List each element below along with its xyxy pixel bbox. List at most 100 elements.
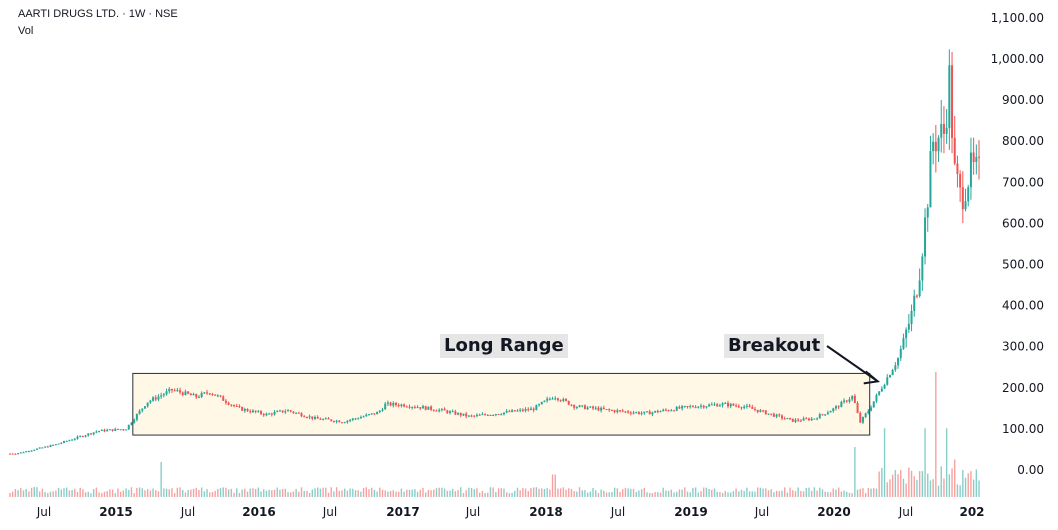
volume-bar — [832, 488, 834, 497]
volume-bar — [101, 493, 103, 497]
candle-body — [19, 452, 22, 454]
candle-body — [762, 410, 765, 412]
candle-body — [219, 395, 222, 397]
volume-bar — [333, 491, 335, 497]
volume-bar — [249, 488, 251, 497]
volume-bar — [643, 487, 646, 497]
y-tick-label: 1,000.00 — [991, 52, 1044, 66]
volume-bar — [114, 493, 116, 497]
candle-body — [864, 413, 867, 417]
candle-body — [778, 414, 781, 416]
candle-body — [643, 411, 646, 414]
volume-bar — [144, 490, 146, 497]
volume-bar — [565, 489, 567, 497]
candle-body — [807, 418, 810, 421]
volume-bar — [338, 490, 341, 497]
candle-body — [589, 406, 592, 408]
volume-bar — [748, 491, 751, 497]
volume-bar — [516, 487, 519, 497]
candle-body — [511, 410, 514, 412]
volume-bar — [346, 490, 349, 497]
candle-body — [732, 403, 735, 406]
candle-body — [691, 406, 694, 408]
volume-bar — [206, 489, 208, 497]
volume-bar — [875, 488, 878, 497]
candle-body — [343, 422, 346, 424]
volume-bar — [735, 488, 737, 497]
candle-body — [818, 414, 821, 419]
candle-body — [289, 410, 292, 412]
y-tick-label: 700.00 — [1002, 175, 1044, 189]
arrow-head — [863, 370, 881, 385]
candle-body — [341, 422, 344, 424]
volume-bar — [802, 491, 805, 497]
volume-bar — [800, 490, 802, 497]
candle-body — [629, 412, 632, 414]
volume-bar — [424, 492, 427, 497]
candle-body — [894, 365, 897, 370]
volume-bar — [608, 492, 610, 497]
candle-body — [438, 409, 441, 412]
candle-body — [243, 409, 246, 411]
candle-body — [65, 440, 68, 442]
x-tick-label: 2017 — [386, 505, 419, 519]
volume-bar — [848, 492, 851, 497]
candle-body — [883, 384, 886, 389]
volume-bar — [38, 491, 41, 497]
volume-bar — [87, 491, 89, 497]
candle-body — [430, 406, 433, 410]
candle-body — [49, 445, 52, 447]
candle-body — [22, 452, 25, 454]
candle-body — [934, 141, 937, 152]
candle-body — [92, 432, 95, 435]
candle-body — [181, 392, 184, 396]
candle-body — [11, 453, 14, 455]
volume-bar — [303, 490, 305, 497]
candle-body — [481, 414, 484, 416]
volume-bar — [786, 492, 789, 497]
candle-body — [354, 418, 357, 420]
volume-bar — [846, 491, 848, 497]
volume-bar — [530, 488, 532, 497]
candle-body — [222, 396, 225, 401]
candle-body — [610, 410, 613, 412]
candle-body — [141, 408, 144, 411]
long-range-label: Long Range — [440, 334, 568, 358]
volume-bar — [527, 491, 529, 497]
volume-bar — [230, 488, 233, 497]
volume-bar — [716, 491, 718, 497]
volume-bar — [673, 492, 675, 497]
candle-body — [160, 395, 163, 397]
candle-body — [397, 404, 400, 407]
volume-bar — [808, 487, 810, 497]
volume-bar — [762, 488, 764, 497]
candle-body — [443, 408, 446, 411]
candle-body — [905, 329, 908, 339]
y-tick-label: 300.00 — [1002, 340, 1044, 354]
candle-body — [197, 396, 200, 398]
volume-bar — [789, 487, 791, 497]
volume-bar — [200, 487, 203, 497]
volume-bar — [381, 489, 384, 497]
volume-bar — [460, 487, 462, 497]
volume-bar — [95, 487, 98, 497]
volume-bar — [368, 489, 370, 497]
candle-body — [98, 430, 101, 432]
volume-bar — [44, 492, 46, 497]
candle-body — [648, 411, 651, 415]
volume-bar — [176, 487, 179, 497]
candle-body — [753, 408, 756, 410]
volume-bar — [603, 490, 605, 497]
volume-bar — [862, 488, 864, 497]
volume-bar — [902, 478, 905, 497]
candle-body — [268, 413, 271, 415]
candle-body — [114, 428, 117, 431]
x-tick-label: 202 — [959, 505, 984, 519]
volume-bar — [279, 489, 281, 497]
candle-body — [473, 415, 476, 417]
candle-body — [548, 398, 551, 400]
candle-body — [565, 398, 568, 401]
candle-body — [308, 416, 311, 418]
volume-bar — [689, 492, 691, 497]
